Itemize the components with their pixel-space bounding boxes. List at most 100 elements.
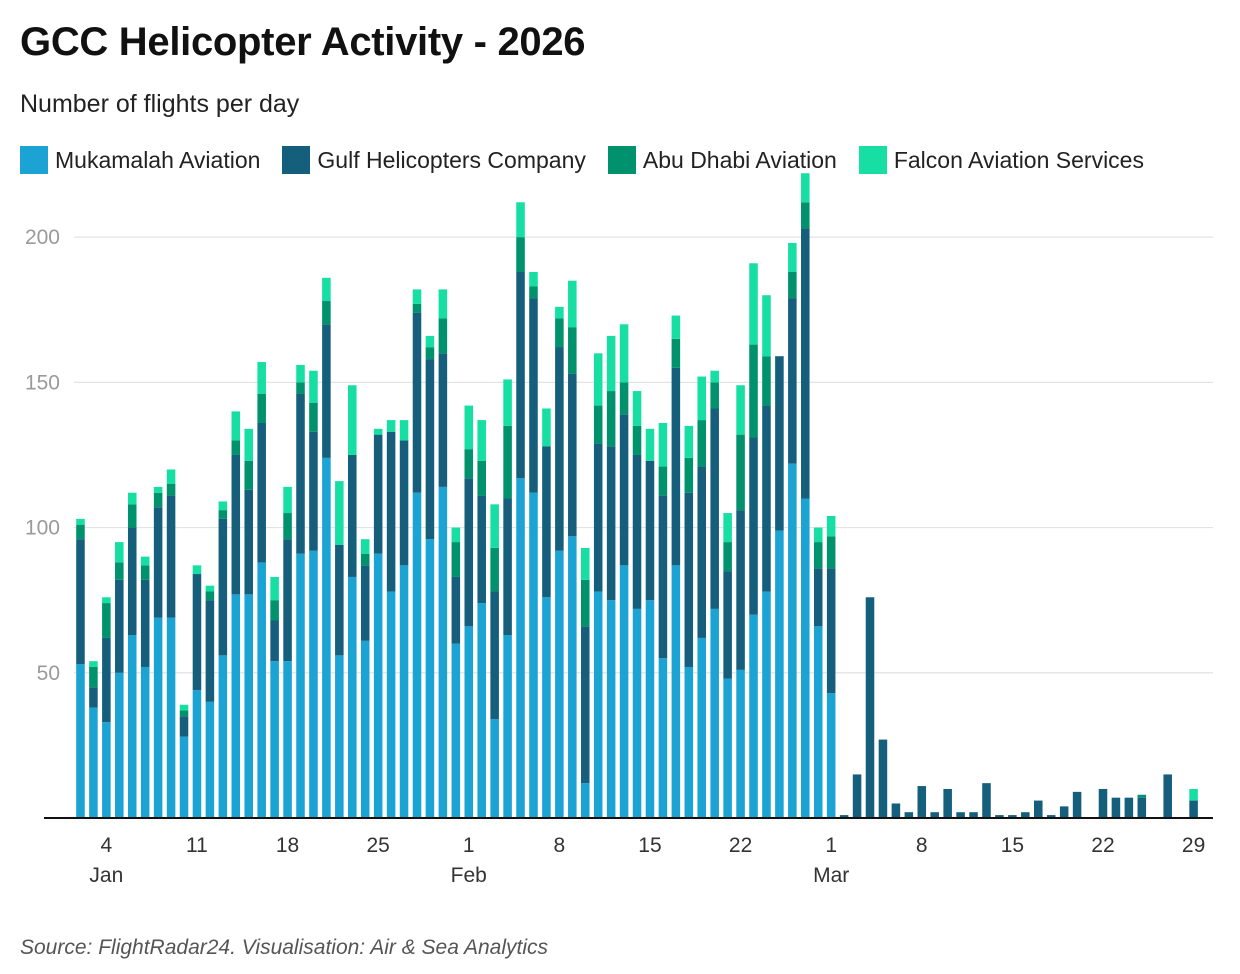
bar-segment-gulf: [425, 359, 435, 540]
bar-segment-mukamalah: [283, 661, 292, 818]
bar-segment-mukamalah: [749, 614, 758, 818]
bar-segment-gulf: [205, 600, 215, 702]
bar-segment-gulf: [140, 579, 150, 667]
bar-segment-gulf: [348, 454, 357, 577]
bar-segment-gulf: [568, 373, 577, 537]
bar-segment-gulf: [257, 423, 266, 563]
bar-segment-falcon: [335, 481, 344, 545]
bar-segment-falcon: [568, 280, 577, 328]
x-tick-label: 25: [366, 834, 389, 857]
bar-segment-abu-dhabi: [360, 553, 370, 566]
bar-segment-gulf: [839, 815, 849, 818]
bar-segment-abu-dhabi: [723, 542, 732, 572]
bar-segment-mukamalah: [399, 565, 409, 818]
bar-segment-mukamalah: [166, 617, 176, 818]
bar-segment-gulf: [775, 356, 784, 531]
bar-segment-falcon: [244, 428, 254, 461]
bar-segment-abu-dhabi: [231, 440, 241, 455]
bar-segment-abu-dhabi: [412, 303, 422, 313]
bar-segment-falcon: [257, 362, 266, 394]
bar-segment-abu-dhabi: [580, 579, 590, 627]
bar-segment-gulf: [490, 591, 499, 720]
bar-segment-abu-dhabi: [801, 202, 810, 229]
bar-segment-falcon: [386, 420, 396, 432]
bar-segment-falcon: [516, 202, 525, 238]
bar-segment-gulf: [322, 324, 331, 458]
bar-segment-mukamalah: [568, 536, 577, 818]
y-tick-label: 150: [25, 371, 60, 394]
bar-segment-abu-dhabi: [826, 536, 836, 569]
bar-segment-abu-dhabi: [309, 402, 318, 432]
bar-segment-gulf: [593, 443, 603, 592]
bar-segment-abu-dhabi: [438, 318, 448, 354]
bar-segment-gulf: [710, 408, 719, 609]
bar-segment-abu-dhabi: [425, 347, 435, 360]
x-tick-label: 11: [186, 834, 208, 857]
bar-segment-falcon: [593, 353, 603, 406]
bar-segment-falcon: [231, 411, 241, 441]
bar-segment-mukamalah: [762, 591, 771, 818]
bar-segment-gulf: [89, 687, 98, 708]
legend-label-falcon: Falcon Aviation Services: [893, 146, 1144, 173]
bar-segment-falcon: [529, 271, 538, 287]
bar-segment-gulf: [904, 812, 914, 818]
legend-swatch-mukamalah: [20, 146, 48, 174]
bar-segment-falcon: [710, 370, 719, 383]
bar-segment-gulf: [982, 783, 991, 818]
bar-segment-gulf: [231, 454, 241, 595]
x-tick-label: 15: [1001, 834, 1024, 857]
bar-segment-falcon: [348, 385, 357, 455]
x-tick-label: 1: [463, 834, 475, 857]
bar-segment-gulf: [1033, 800, 1043, 818]
bar-segment-falcon: [697, 376, 707, 421]
bar-segment-mukamalah: [593, 591, 603, 818]
bar-segment-gulf: [270, 620, 279, 662]
bar-segment-mukamalah: [710, 608, 719, 818]
bar-segment-gulf: [645, 460, 655, 601]
bar-segment-abu-dhabi: [658, 466, 668, 496]
bar-segment-falcon: [438, 289, 448, 319]
bar-segment-abu-dhabi: [671, 338, 681, 368]
bar-segment-falcon: [1189, 788, 1198, 801]
bar-segment-abu-dhabi: [619, 382, 629, 415]
bar-segment-abu-dhabi: [555, 318, 564, 348]
bar-segment-abu-dhabi: [632, 425, 642, 455]
bar-segment-gulf: [1163, 774, 1172, 818]
legend-item-abu-dhabi: Abu Dhabi Aviation: [607, 146, 837, 174]
bar-segment-abu-dhabi: [102, 603, 111, 638]
y-tick-label: 100: [25, 517, 60, 540]
bar-segment-mukamalah: [697, 637, 707, 818]
y-tick-label: 200: [25, 226, 60, 249]
bar-segment-gulf: [166, 495, 176, 618]
bar-segment-mukamalah: [813, 626, 823, 818]
bar-segment-mukamalah: [529, 492, 538, 818]
x-tick-label: 1: [825, 834, 837, 857]
bar-segment-gulf: [399, 440, 409, 566]
bar-segment-mukamalah: [580, 783, 590, 818]
bar-segment-falcon: [360, 539, 370, 554]
bar-segment-gulf: [102, 637, 111, 723]
bar-segment-mukamalah: [102, 722, 111, 818]
bar-segment-mukamalah: [192, 690, 202, 818]
bar-segment-abu-dhabi: [710, 382, 719, 409]
bar-segment-gulf: [1072, 791, 1082, 818]
bar-segment-falcon: [542, 408, 551, 447]
bar-segment-mukamalah: [645, 600, 655, 818]
bar-segment-mukamalah: [684, 666, 694, 818]
bar-segment-abu-dhabi: [749, 344, 758, 438]
bar-segment-mukamalah: [451, 643, 461, 818]
bar-segment-abu-dhabi: [257, 393, 266, 424]
bar-segment-falcon: [788, 242, 797, 272]
bar-segment-mukamalah: [412, 492, 422, 818]
bar-segment-gulf: [477, 495, 486, 604]
bar-segment-mukamalah: [373, 553, 383, 818]
bar-segment-falcon: [580, 547, 590, 580]
bar-segment-mukamalah: [257, 562, 266, 818]
bar-segment-gulf: [555, 347, 564, 551]
bar-segment-mukamalah: [658, 658, 668, 818]
bar-segment-mukamalah: [671, 565, 681, 818]
bar-segment-abu-dhabi: [205, 591, 215, 601]
bar-segment-gulf: [930, 812, 939, 818]
bar-segment-mukamalah: [335, 655, 344, 818]
bar-segment-falcon: [813, 527, 823, 543]
